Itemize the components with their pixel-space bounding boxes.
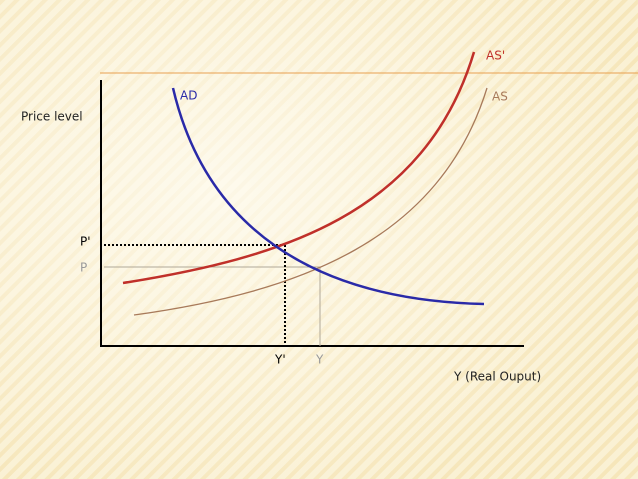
- ad-label: AD: [180, 89, 197, 103]
- y-prime-label: Y': [274, 353, 286, 367]
- p-label: P: [80, 261, 87, 275]
- as-shifted-curve: [122, 51, 476, 285]
- as-shifted-label: AS': [486, 49, 505, 63]
- as-label: AS: [492, 90, 508, 104]
- p-prime-label: P': [80, 235, 91, 249]
- y-axis-label: Price level: [21, 110, 83, 124]
- as-curve: [133, 87, 488, 316]
- x-axis-label: Y (Real Ouput): [453, 370, 541, 384]
- y-label: Y: [315, 353, 324, 367]
- ad-curve: [171, 87, 485, 306]
